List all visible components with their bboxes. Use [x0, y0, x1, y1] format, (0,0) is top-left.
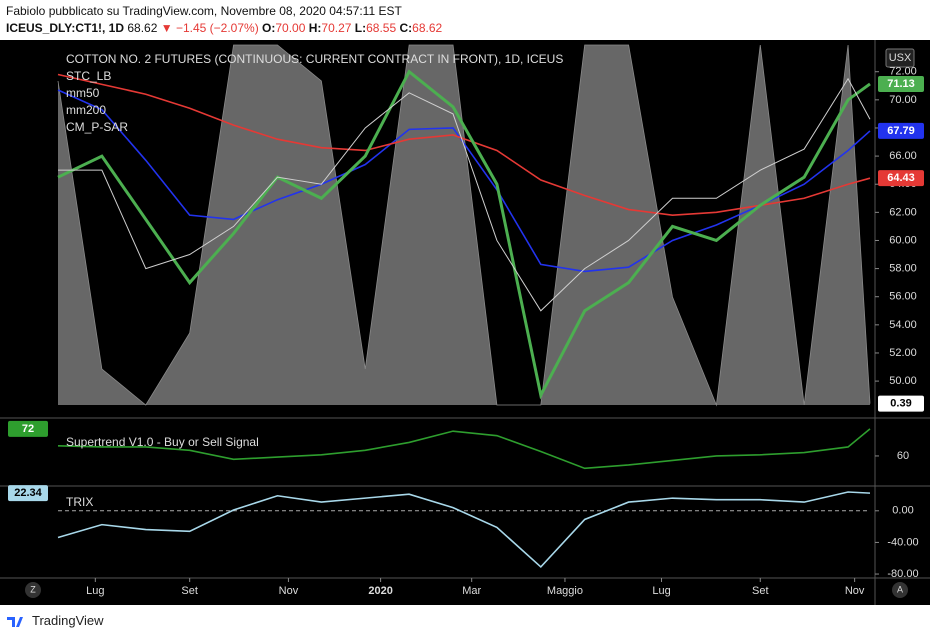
- y-tick-label: -40.00: [887, 536, 918, 548]
- series-line: [57, 44, 871, 407]
- footer-text: TradingView: [32, 613, 104, 628]
- series-line: [57, 69, 871, 400]
- y-tick-label: 60: [897, 450, 909, 462]
- last-value-badge: [8, 485, 48, 502]
- x-tick-label: Lug: [652, 585, 670, 597]
- c-label: C:: [399, 21, 413, 35]
- price-line: [58, 77, 871, 312]
- auto-button[interactable]: [892, 582, 908, 598]
- o-label: O:: [262, 21, 276, 35]
- x-tick-label: Lug: [86, 585, 104, 597]
- legend-label: STC_LB: [66, 69, 111, 83]
- auto-label: A: [897, 584, 903, 594]
- last-value-badge: [878, 170, 924, 187]
- y-tick-label: 50.00: [889, 375, 917, 387]
- x-tick-label: 2020: [368, 585, 392, 597]
- series-line: [57, 491, 871, 569]
- y-tick-label: 62.00: [889, 206, 917, 218]
- header: Fabiolo pubblicato su TradingView.com, N…: [6, 3, 442, 37]
- last-value-badge: [878, 395, 924, 412]
- last-value-label: 72: [22, 423, 34, 435]
- high: 70.27: [321, 21, 352, 35]
- y-tick-label: 72.00: [889, 66, 917, 78]
- y-tick-label: 70.00: [889, 94, 917, 106]
- y-tick-label: 52.00: [889, 347, 917, 359]
- header-line: Fabiolo pubblicato su TradingView.com, N…: [6, 4, 402, 18]
- last-value-label: 0.39: [890, 398, 911, 410]
- pane-title: Supertrend V1.0 - Buy or Sell Signal: [66, 435, 259, 449]
- series-line: [57, 89, 871, 273]
- currency: USX: [889, 52, 912, 64]
- x-tick-label: Set: [752, 585, 769, 597]
- symbol: ICEUS_DLY:CT1!, 1D: [6, 21, 125, 35]
- last-value-label: 64.43: [887, 172, 915, 184]
- last-value-badge: [8, 420, 48, 437]
- x-tick-label: Maggio: [547, 585, 583, 597]
- y-tick-label: -80.00: [887, 568, 918, 580]
- footer: TradingView: [7, 613, 104, 628]
- y-tick-label: 58.00: [889, 263, 917, 275]
- y-tick-label: 66.00: [889, 150, 917, 162]
- series-line: [57, 428, 871, 470]
- zoom-label: Z: [30, 584, 36, 594]
- x-tick-label: Mar: [462, 585, 481, 597]
- legend-label: mm50: [66, 86, 100, 100]
- last: 68.62: [127, 21, 158, 35]
- y-tick-label: 54.00: [889, 319, 917, 331]
- y-tick-label: 0.00: [892, 505, 913, 517]
- l-label: L:: [354, 21, 367, 35]
- last-value-label: 22.34: [14, 487, 42, 499]
- last-value-badge: [878, 122, 924, 139]
- chart: USX Z A 50.00 52.00 54.00 56.00 58.00 60.00 62…: [0, 40, 930, 605]
- close: 68.62: [412, 21, 443, 35]
- last-value-badge: [878, 75, 924, 92]
- h-label: H:: [308, 21, 322, 35]
- legend-label: mm200: [66, 103, 106, 117]
- low: 68.55: [366, 21, 397, 35]
- logo: [7, 617, 23, 627]
- x-tick-label: Set: [181, 585, 198, 597]
- zoom-button[interactable]: [25, 582, 41, 598]
- last-value-label: 67.79: [887, 125, 915, 137]
- legend-label: CM_P-SAR: [66, 120, 128, 134]
- x-tick-label: Nov: [279, 585, 299, 597]
- change: ▼ −1.45 (−2.07%): [160, 21, 259, 35]
- pane-title: COTTON NO. 2 FUTURES (CONTINUOUS: CURREN…: [66, 52, 563, 66]
- open: 70.00: [275, 21, 306, 35]
- legend-label: TRIX: [66, 495, 93, 509]
- last-value-label: 71.13: [887, 78, 915, 90]
- stc-fill: [58, 45, 870, 405]
- x-tick-label: Nov: [845, 585, 865, 597]
- currency-box: [885, 48, 915, 68]
- symbol-line: ICEUS_DLY:CT1!, 1D 68.62 ▼ −1.45 (−2.07%…: [6, 20, 442, 37]
- y-tick-label: 60.00: [889, 234, 917, 246]
- y-tick-label: 56.00: [889, 291, 917, 303]
